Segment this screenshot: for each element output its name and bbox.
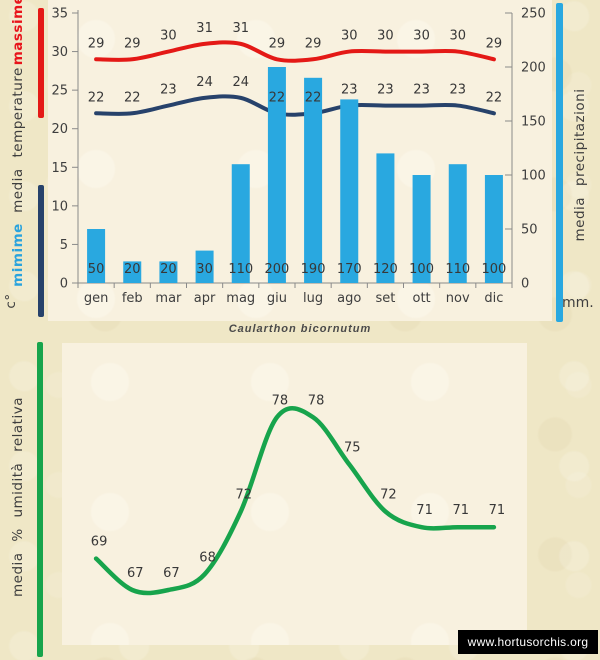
svg-text:50: 50 xyxy=(521,223,538,238)
svg-text:35: 35 xyxy=(51,7,68,22)
svg-text:75: 75 xyxy=(344,440,361,455)
svg-text:68: 68 xyxy=(199,550,216,565)
svg-text:50: 50 xyxy=(88,262,105,277)
svg-text:120: 120 xyxy=(373,262,398,277)
svg-text:71: 71 xyxy=(452,503,469,518)
mm-unit-label: mm. xyxy=(562,295,594,311)
svg-text:71: 71 xyxy=(416,503,433,518)
massime-accent-bar xyxy=(38,8,44,118)
svg-text:67: 67 xyxy=(127,566,144,581)
mimime-accent-bar xyxy=(38,185,44,317)
svg-text:72: 72 xyxy=(235,488,252,503)
svg-text:ott: ott xyxy=(413,291,431,306)
svg-text:24: 24 xyxy=(196,75,213,90)
svg-text:100: 100 xyxy=(482,262,507,277)
svg-text:24: 24 xyxy=(232,75,249,90)
svg-text:lug: lug xyxy=(303,291,323,306)
svg-text:23: 23 xyxy=(377,83,394,98)
svg-text:23: 23 xyxy=(449,83,466,98)
species-caption: Caularthon bicornutum xyxy=(228,323,372,335)
svg-text:20: 20 xyxy=(51,122,68,137)
svg-text:110: 110 xyxy=(445,262,470,277)
svg-text:gen: gen xyxy=(84,291,109,306)
svg-text:78: 78 xyxy=(272,393,289,408)
website-credit: www.hortusorchis.org xyxy=(458,630,598,654)
svg-text:5: 5 xyxy=(60,238,68,253)
svg-text:72: 72 xyxy=(380,488,397,503)
svg-text:30: 30 xyxy=(449,29,466,44)
svg-text:15: 15 xyxy=(51,161,68,176)
svg-text:29: 29 xyxy=(88,36,105,51)
svg-text:30: 30 xyxy=(377,29,394,44)
svg-text:25: 25 xyxy=(51,84,68,99)
precipitation-accent-bar xyxy=(556,3,563,322)
svg-text:mag: mag xyxy=(226,291,255,306)
svg-text:29: 29 xyxy=(305,36,322,51)
svg-text:30: 30 xyxy=(196,262,213,277)
svg-text:10: 10 xyxy=(51,199,68,214)
humidity-accent-bar xyxy=(37,342,43,657)
svg-text:150: 150 xyxy=(521,115,546,130)
svg-text:23: 23 xyxy=(413,83,430,98)
svg-text:31: 31 xyxy=(232,21,249,36)
svg-text:29: 29 xyxy=(269,36,286,51)
svg-text:20: 20 xyxy=(160,262,177,277)
bottom-chart-panel xyxy=(62,343,527,645)
svg-text:200: 200 xyxy=(521,61,546,76)
svg-text:200: 200 xyxy=(265,262,290,277)
svg-text:110: 110 xyxy=(228,262,253,277)
svg-text:ago: ago xyxy=(337,291,361,306)
svg-text:30: 30 xyxy=(160,29,177,44)
humidity-chart: 69 67 67 68 72 78 78 75 72 71 71 71 xyxy=(91,393,506,596)
svg-text:250: 250 xyxy=(521,7,546,22)
svg-text:23: 23 xyxy=(160,83,177,98)
svg-text:feb: feb xyxy=(122,291,143,306)
svg-text:78: 78 xyxy=(308,393,325,408)
svg-text:29: 29 xyxy=(124,36,141,51)
svg-text:nov: nov xyxy=(446,291,470,306)
svg-text:170: 170 xyxy=(337,262,362,277)
svg-text:100: 100 xyxy=(409,262,434,277)
svg-text:71: 71 xyxy=(489,503,506,518)
svg-text:22: 22 xyxy=(88,90,105,105)
svg-text:22: 22 xyxy=(269,90,286,105)
svg-text:30: 30 xyxy=(51,45,68,60)
svg-text:30: 30 xyxy=(413,29,430,44)
svg-text:67: 67 xyxy=(163,566,180,581)
svg-text:69: 69 xyxy=(91,535,108,550)
svg-text:set: set xyxy=(375,291,395,306)
svg-text:apr: apr xyxy=(194,291,216,306)
svg-text:31: 31 xyxy=(196,21,213,36)
svg-text:dic: dic xyxy=(484,291,503,306)
temperature-precipitation-chart: 0 5 10 15 20 25 30 35 0 50 100 150 200 250 gen feb mar ap… xyxy=(51,7,546,307)
svg-text:22: 22 xyxy=(486,90,503,105)
svg-text:23: 23 xyxy=(341,83,358,98)
svg-text:100: 100 xyxy=(521,169,546,184)
svg-text:0: 0 xyxy=(521,277,529,292)
svg-text:22: 22 xyxy=(305,90,322,105)
svg-text:30: 30 xyxy=(341,29,358,44)
svg-text:0: 0 xyxy=(60,277,68,292)
svg-text:20: 20 xyxy=(124,262,141,277)
svg-text:22: 22 xyxy=(124,90,141,105)
svg-text:mar: mar xyxy=(155,291,182,306)
svg-text:29: 29 xyxy=(486,36,503,51)
svg-text:190: 190 xyxy=(301,262,326,277)
svg-text:giu: giu xyxy=(267,291,287,306)
